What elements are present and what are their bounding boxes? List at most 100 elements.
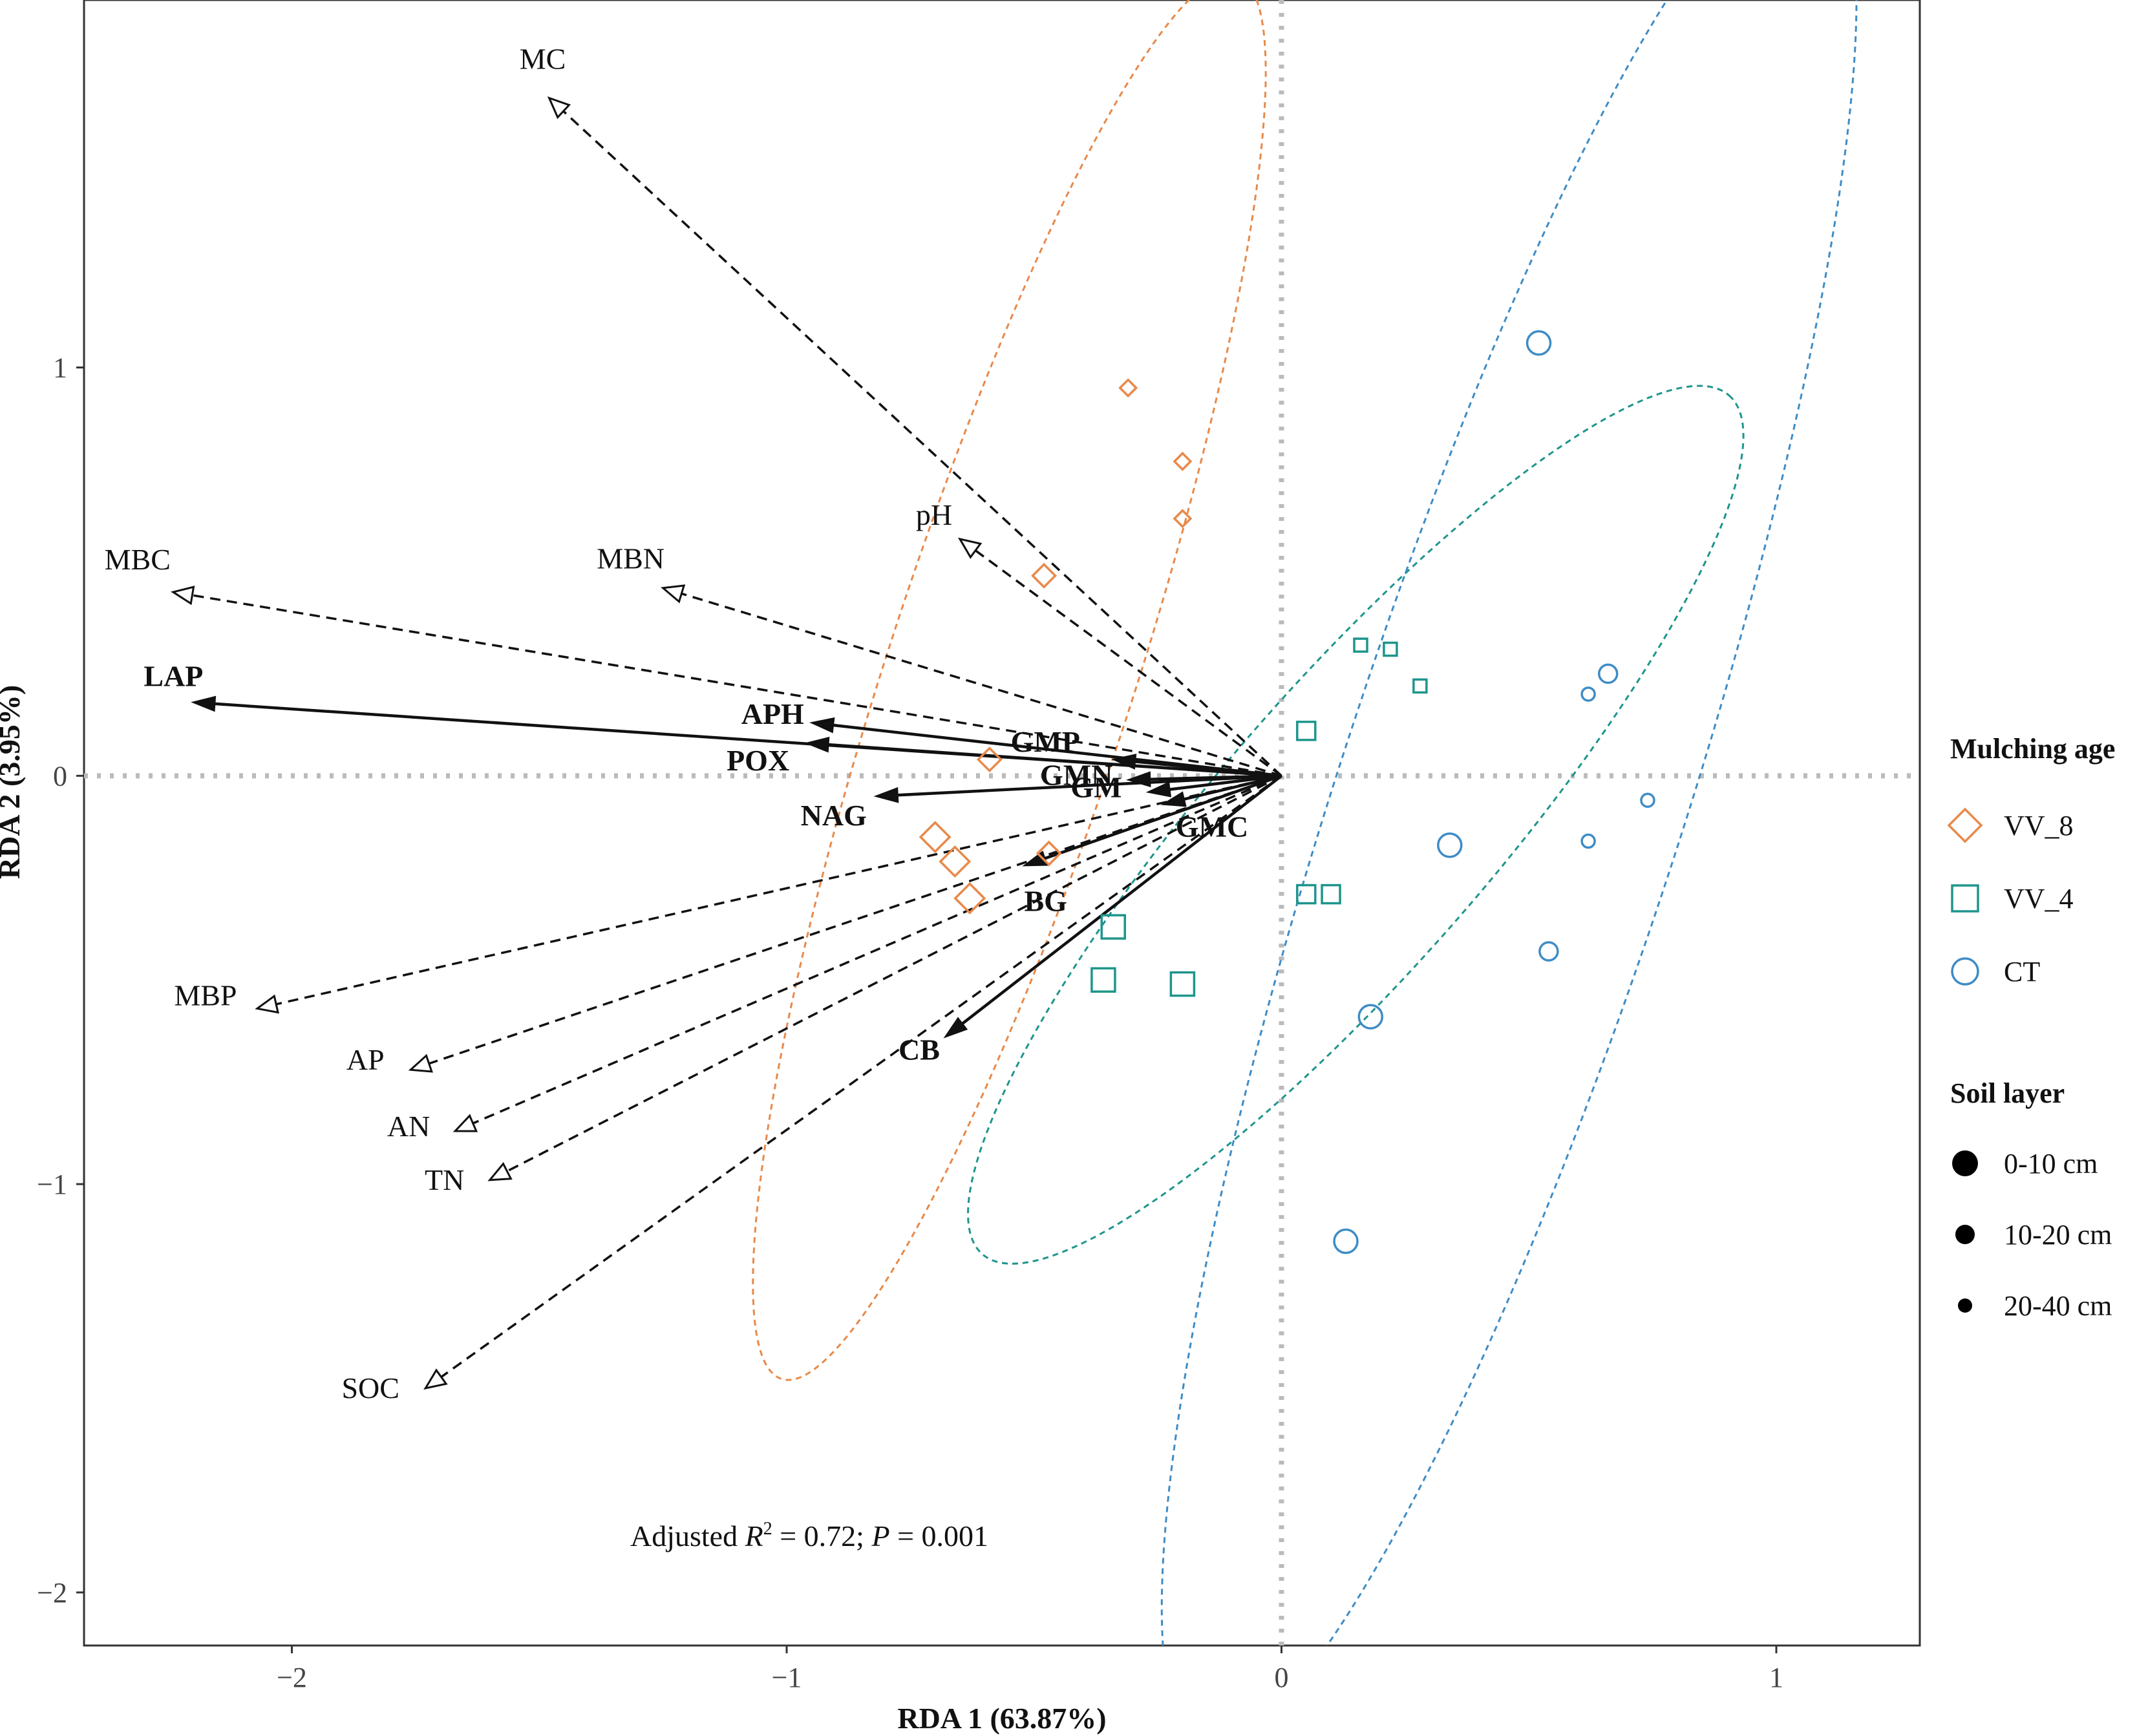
env-label-soc: SOC — [341, 1371, 399, 1404]
confidence-ellipse-vv-4 — [967, 385, 1745, 1265]
y-tick-label: 0 — [53, 760, 67, 792]
point-vv-4 — [1100, 914, 1126, 940]
point-vv-4 — [1090, 967, 1116, 993]
annotation-mid: = 0.72; — [772, 1519, 872, 1552]
point-ct — [1640, 792, 1655, 809]
x-tick-label: 0 — [1275, 1662, 1289, 1693]
legend-size-key-10-20-cm — [1955, 1225, 1975, 1244]
enzyme-label-gmc: GMC — [1176, 810, 1248, 843]
point-ct — [1333, 1228, 1359, 1254]
env-vector-an — [472, 774, 1282, 1125]
enzyme-arrowhead-gmp — [1111, 754, 1137, 770]
env-arrowhead-soc — [423, 1368, 448, 1390]
legend-title-soil-layer: Soil layer — [1950, 1077, 2065, 1109]
legend-title-mulching-age: Mulching age — [1950, 733, 2115, 765]
env-arrowhead-tn — [487, 1161, 513, 1181]
point-vv-8 — [1173, 509, 1193, 529]
x-axis-title: RDA 1 (63.87%) — [897, 1702, 1106, 1735]
enzyme-vector-gm — [1169, 774, 1282, 791]
annotation-p-symbol: P — [871, 1519, 889, 1552]
enzyme-arrowhead-lap — [191, 695, 217, 712]
x-tick-label: −2 — [277, 1662, 307, 1693]
enzyme-vector-gmp — [1134, 760, 1282, 778]
env-label-an: AN — [387, 1110, 430, 1143]
env-vector-soc — [440, 774, 1282, 1378]
env-label-ph: pH — [916, 498, 952, 531]
enzyme-arrowhead-aph — [809, 717, 835, 734]
env-label-ap: AP — [346, 1043, 385, 1076]
annotation-r-sup: 2 — [763, 1519, 772, 1539]
point-ct — [1357, 1004, 1384, 1030]
enzyme-vector-bg — [1044, 774, 1282, 860]
enzyme-vector-gmn — [1150, 774, 1282, 781]
env-vector-ph — [975, 549, 1282, 777]
legend-key-vv-8 — [1947, 807, 1983, 843]
x-tick-label: −1 — [772, 1662, 802, 1693]
env-label-mbc: MBC — [105, 543, 171, 576]
annotation-prefix: Adjusted — [630, 1519, 745, 1552]
legend: Mulching age VV_8 VV_4 CT Soil layer 0-10 … — [1947, 733, 2115, 1322]
enzyme-label-aph: APH — [741, 697, 804, 730]
legend-size-key-0-10-cm — [1952, 1150, 1978, 1176]
enzyme-vector-nag — [897, 774, 1282, 797]
point-ct — [1526, 330, 1552, 356]
env-label-mbn: MBN — [597, 542, 664, 575]
enzyme-label-bg: BG — [1024, 884, 1067, 917]
point-vv-8 — [939, 845, 972, 878]
enzyme-label-gmp: GMP — [1011, 725, 1080, 758]
env-vector-mc — [562, 110, 1282, 777]
annotation-r-symbol: R — [745, 1519, 763, 1552]
enzyme-arrowhead-bg — [1022, 851, 1048, 867]
y-axis-title: RDA 2 (3.95%) — [0, 685, 26, 879]
enzyme-label-gmn: GMN — [1040, 759, 1112, 792]
enzyme-label-pox: POX — [727, 744, 789, 777]
env-vector-tn — [506, 774, 1282, 1172]
legend-label-vv-4: VV_4 — [2004, 883, 2074, 915]
point-vv-8 — [953, 882, 986, 915]
point-vv-8 — [976, 746, 1003, 773]
y-tick-label: −1 — [37, 1169, 67, 1200]
point-vv-8 — [1118, 378, 1138, 398]
point-vv-4 — [1296, 721, 1317, 741]
legend-key-ct — [1951, 957, 1979, 986]
point-ct — [1538, 941, 1559, 962]
point-vv-8 — [1173, 451, 1193, 471]
point-vv-4 — [1169, 971, 1196, 997]
env-arrowhead-an — [452, 1114, 478, 1132]
env-vector-mbn — [681, 592, 1282, 778]
enzyme-arrowhead-nag — [873, 787, 899, 803]
env-vector-mbp — [275, 774, 1282, 1006]
legend-size-key-20-40-cm — [1958, 1298, 1972, 1313]
y-tick-label: −2 — [37, 1577, 67, 1609]
enzyme-vector-cb — [961, 774, 1282, 1025]
enzyme-label-lap: LAP — [144, 660, 203, 693]
point-vv-4 — [1383, 641, 1398, 657]
enzyme-vector-gmc — [1184, 774, 1282, 801]
env-label-mbp: MBP — [174, 979, 237, 1011]
enzyme-label-nag: NAG — [801, 799, 867, 832]
annotation-suffix: = 0.001 — [890, 1519, 988, 1552]
enzyme-label-cb: CB — [898, 1033, 940, 1066]
x-tick-label: 1 — [1769, 1662, 1783, 1693]
point-vv-8 — [1031, 562, 1058, 589]
env-arrowhead-mbc — [171, 586, 195, 606]
point-vv-8 — [919, 821, 952, 854]
enzyme-vector-pox — [828, 743, 1282, 778]
env-arrowhead-mbn — [661, 584, 686, 604]
env-arrowhead-ph — [957, 537, 983, 559]
fit-annotation: Adjusted R2 = 0.72; P = 0.001 — [630, 1519, 988, 1552]
enzyme-arrowhead-cb — [943, 1017, 968, 1039]
point-vv-8 — [1036, 840, 1062, 867]
env-label-tn: TN — [425, 1163, 464, 1196]
legend-label-vv-8: VV_8 — [2004, 810, 2074, 842]
point-ct — [1580, 833, 1596, 849]
point-ct — [1597, 663, 1619, 684]
env-vector-ap — [429, 774, 1282, 1065]
legend-key-vv-4 — [1951, 884, 1979, 913]
legend-size-label-0-10-cm: 0-10 cm — [2004, 1148, 2098, 1180]
env-arrowhead-mbp — [255, 994, 280, 1014]
point-vv-4 — [1353, 637, 1368, 653]
plot-panel — [83, 0, 1921, 1647]
env-arrowhead-ap — [408, 1053, 433, 1073]
